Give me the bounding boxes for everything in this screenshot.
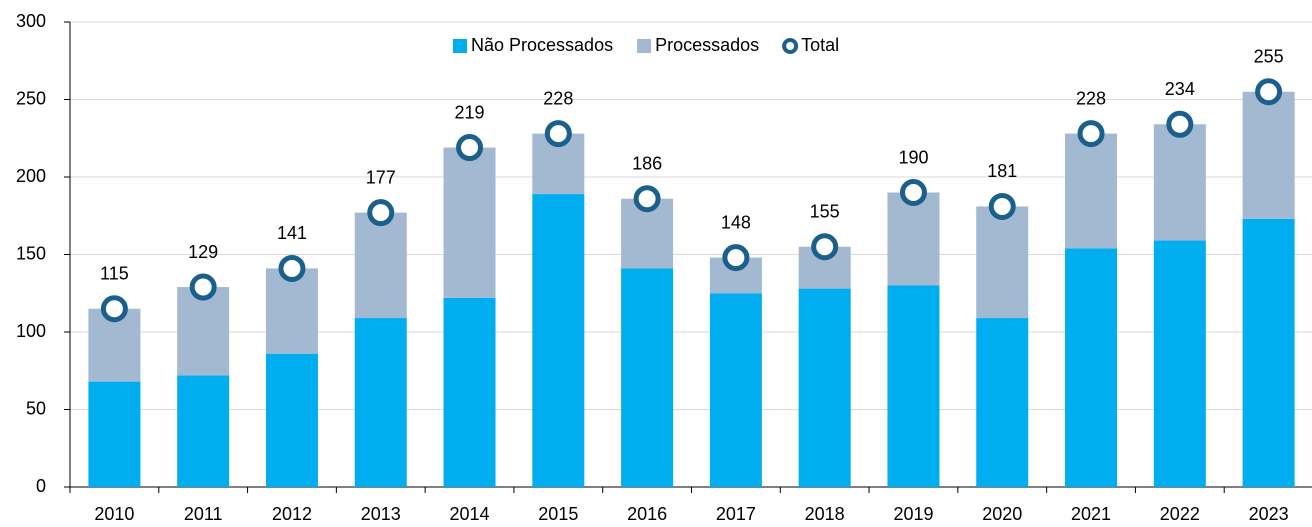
bar-segment [621, 268, 674, 487]
bar-segment [1242, 91, 1295, 219]
y-tick-label: 50 [26, 398, 46, 418]
total-marker [456, 134, 484, 162]
x-tick-label: 2018 [805, 504, 845, 524]
total-marker [100, 295, 128, 323]
data-label: 255 [1254, 47, 1284, 67]
total-marker [189, 273, 217, 301]
total-marker [722, 244, 750, 272]
x-tick-label: 2017 [716, 504, 756, 524]
y-tick-label: 0 [36, 476, 46, 496]
y-tick-label: 150 [16, 243, 46, 263]
bar-segment [709, 293, 762, 487]
total-marker [367, 199, 395, 227]
bar-segment [887, 192, 940, 286]
bar-segment [1153, 240, 1206, 487]
bar-segment [88, 381, 141, 487]
data-label: 129 [188, 242, 218, 262]
legend-swatch [637, 39, 652, 53]
bar-segment [976, 206, 1029, 319]
data-label: 115 [100, 264, 129, 284]
legend-swatch [453, 39, 467, 53]
legend-label: Não Processados [471, 35, 613, 55]
x-tick-label: 2015 [538, 504, 578, 524]
y-tick-label: 300 [16, 11, 46, 31]
data-label: 228 [543, 88, 573, 108]
total-marker [811, 233, 839, 261]
legend-label: Processados [655, 35, 759, 55]
bar-segment [354, 212, 407, 319]
x-tick-label: 2011 [184, 504, 223, 524]
data-label: 228 [1076, 88, 1106, 108]
bar-segment [887, 285, 940, 487]
bar-segment [354, 318, 407, 487]
bar-segment [443, 297, 496, 487]
bar-segment [532, 194, 585, 488]
x-tick-label: 2022 [1160, 504, 1200, 524]
total-marker [1077, 120, 1105, 148]
x-tick-label: 2013 [361, 504, 401, 524]
bar-segment [265, 268, 318, 354]
total-marker [544, 120, 572, 148]
bar-segment [177, 375, 230, 487]
y-tick-label: 250 [16, 88, 46, 108]
data-label: 177 [366, 167, 396, 187]
x-tick-label: 2014 [450, 504, 490, 524]
total-marker [1255, 78, 1283, 106]
legend-marker [782, 38, 799, 54]
bar-segment [1242, 218, 1295, 487]
data-label: 219 [455, 102, 485, 122]
y-tick-label: 200 [16, 166, 46, 186]
data-label: 186 [632, 153, 662, 173]
total-marker [633, 185, 661, 213]
data-label: 190 [898, 147, 928, 167]
data-label: 155 [810, 202, 840, 222]
bar-segment [1065, 133, 1118, 249]
x-tick-label: 2012 [272, 504, 312, 524]
bar-segment [443, 147, 496, 298]
total-marker [899, 179, 927, 206]
data-label: 148 [721, 212, 751, 232]
bar-segment [177, 287, 230, 376]
bar-segment [1065, 248, 1118, 487]
x-tick-label: 2016 [627, 504, 667, 524]
x-tick-label: 2023 [1249, 504, 1289, 524]
bar-segment [1153, 124, 1206, 241]
data-label: 181 [987, 161, 1017, 181]
total-marker [1166, 110, 1194, 138]
bar-segment [265, 353, 318, 487]
x-tick-label: 2021 [1071, 504, 1111, 524]
total-marker [988, 192, 1016, 220]
bar-segment [976, 318, 1029, 487]
legend-label: Total [801, 35, 839, 55]
x-tick-label: 2010 [94, 504, 134, 524]
bar-segment [798, 288, 851, 487]
x-tick-label: 2019 [893, 504, 933, 524]
x-tick-label: 2020 [982, 504, 1022, 524]
data-label: 141 [277, 223, 307, 243]
data-label: 234 [1165, 79, 1195, 99]
y-tick-label: 100 [16, 321, 46, 341]
total-marker [278, 254, 306, 282]
